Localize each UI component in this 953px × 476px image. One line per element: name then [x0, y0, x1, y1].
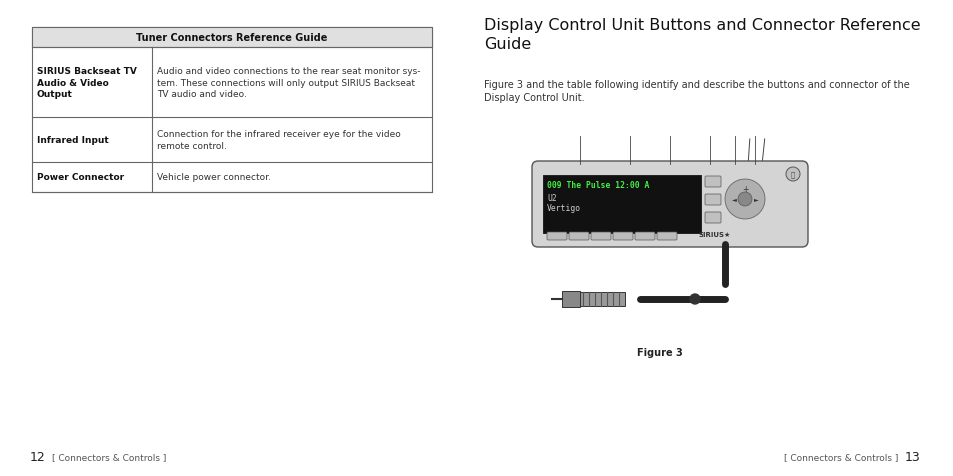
Text: ◄: ◄ — [731, 197, 736, 202]
Text: Audio and video connections to the rear seat monitor sys-
tem. These connections: Audio and video connections to the rear … — [157, 67, 420, 99]
FancyBboxPatch shape — [657, 232, 677, 240]
FancyBboxPatch shape — [704, 213, 720, 224]
Text: Figure 3: Figure 3 — [637, 347, 682, 357]
FancyBboxPatch shape — [532, 162, 807, 248]
Bar — [561, 291, 579, 307]
FancyBboxPatch shape — [568, 232, 588, 240]
Text: Display Control Unit Buttons and Connector Reference
Guide: Display Control Unit Buttons and Connect… — [483, 18, 920, 52]
Text: ⏻: ⏻ — [790, 171, 794, 178]
Circle shape — [738, 193, 751, 207]
Text: Figure 3 and the table following identify and describe the buttons and connector: Figure 3 and the table following identif… — [483, 80, 909, 103]
FancyBboxPatch shape — [590, 232, 610, 240]
Circle shape — [785, 168, 800, 182]
Text: Power Connector: Power Connector — [37, 173, 124, 182]
Text: ►: ► — [753, 197, 758, 202]
Text: Vehicle power connector.: Vehicle power connector. — [157, 173, 271, 182]
Text: SIRIUS Backseat TV
Audio & Video
Output: SIRIUS Backseat TV Audio & Video Output — [37, 67, 136, 99]
Circle shape — [689, 294, 700, 304]
FancyBboxPatch shape — [704, 195, 720, 206]
Bar — [542, 176, 700, 234]
FancyBboxPatch shape — [613, 232, 633, 240]
Bar — [32, 28, 432, 193]
Text: [ Connectors & Controls ]: [ Connectors & Controls ] — [782, 453, 897, 462]
Text: SIRIUS★: SIRIUS★ — [699, 231, 730, 238]
Text: Tuner Connectors Reference Guide: Tuner Connectors Reference Guide — [136, 33, 327, 43]
Bar — [32, 28, 432, 48]
Text: 12: 12 — [30, 451, 46, 464]
FancyBboxPatch shape — [546, 232, 566, 240]
FancyBboxPatch shape — [704, 177, 720, 188]
Text: 009 The Pulse 12:00 A: 009 The Pulse 12:00 A — [546, 180, 649, 189]
Text: Connection for the infrared receiver eye for the video
remote control.: Connection for the infrared receiver eye… — [157, 130, 400, 150]
FancyBboxPatch shape — [635, 232, 655, 240]
Bar — [579, 292, 624, 307]
Text: [ Connectors & Controls ]: [ Connectors & Controls ] — [52, 453, 166, 462]
Text: +: + — [741, 184, 747, 193]
Circle shape — [724, 179, 764, 219]
Text: Vertigo: Vertigo — [546, 204, 580, 213]
Text: U2: U2 — [546, 194, 557, 203]
Text: Infrared Input: Infrared Input — [37, 136, 109, 145]
Text: 13: 13 — [903, 451, 919, 464]
